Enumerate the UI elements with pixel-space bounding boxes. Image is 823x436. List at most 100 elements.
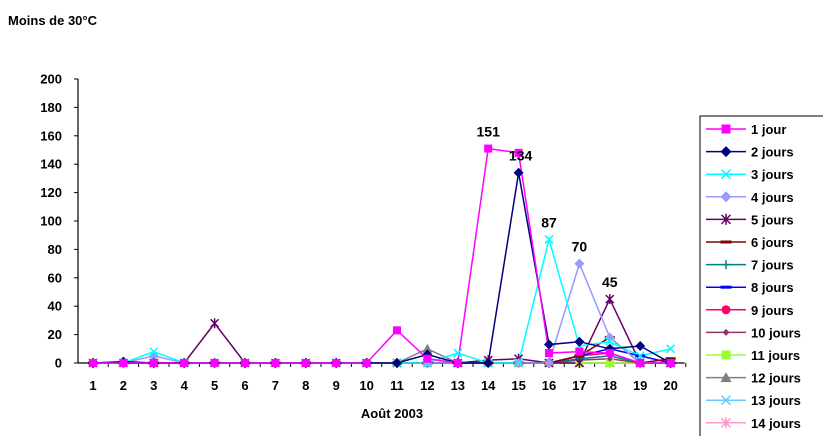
y-tick-label: 200 bbox=[40, 72, 62, 87]
y-tick-label: 40 bbox=[48, 299, 62, 314]
legend-entry: 4 jours bbox=[751, 190, 794, 205]
data-labels: 151 134 87 70 45 bbox=[477, 124, 618, 291]
x-tick-label: 12 bbox=[420, 378, 434, 393]
data-point bbox=[605, 337, 615, 347]
y-tick-label: 120 bbox=[40, 185, 62, 200]
legend-box bbox=[699, 115, 823, 436]
x-tick-label: 3 bbox=[150, 378, 157, 393]
legend-entry: 14 jours bbox=[751, 416, 801, 431]
legend-entry: 13 jours bbox=[751, 393, 801, 408]
y-tick-label: 140 bbox=[40, 157, 62, 172]
x-tick-label: 10 bbox=[359, 378, 373, 393]
data-point bbox=[605, 359, 614, 367]
x-tick-label: 20 bbox=[663, 378, 677, 393]
data-point bbox=[453, 359, 462, 367]
legend-swatch-marker bbox=[721, 350, 731, 360]
legend-entry: 9 jours bbox=[751, 303, 794, 318]
legend-entry: 8 jours bbox=[751, 280, 794, 295]
x-tick-label: 5 bbox=[211, 378, 218, 393]
data-point bbox=[574, 336, 585, 347]
series-line bbox=[93, 236, 671, 364]
legend-swatch-marker bbox=[721, 305, 731, 315]
x-tick-label: 9 bbox=[333, 378, 340, 393]
legend-swatch-marker bbox=[721, 124, 731, 134]
data-point bbox=[149, 347, 159, 357]
legend-swatch-marker bbox=[722, 328, 730, 336]
data-point bbox=[149, 359, 158, 367]
x-tick-label: 13 bbox=[451, 378, 465, 393]
x-tick-label: 17 bbox=[572, 378, 586, 393]
y-tick-label: 160 bbox=[40, 128, 62, 143]
legend-swatch-marker bbox=[720, 146, 732, 158]
x-tick-label: 18 bbox=[603, 378, 617, 393]
data-point bbox=[423, 354, 432, 363]
y-tick-label: 20 bbox=[48, 327, 62, 342]
data-point bbox=[422, 343, 433, 353]
data-point bbox=[574, 354, 585, 358]
x-tick-label: 15 bbox=[511, 378, 525, 393]
data-point bbox=[301, 359, 310, 367]
x-tick-label: 11 bbox=[390, 378, 404, 393]
data-point bbox=[666, 344, 676, 354]
series-line bbox=[93, 261, 671, 364]
data-label: 87 bbox=[541, 214, 557, 230]
data-point bbox=[484, 144, 493, 153]
series-line bbox=[93, 297, 671, 364]
legend-entry: 1 jour bbox=[751, 122, 786, 137]
x-tick-label: 19 bbox=[633, 378, 647, 393]
legend: 1 jour 2 jours 3 jours 4 jours 5 jours 6 jour… bbox=[699, 115, 823, 436]
y-tick-label: 100 bbox=[40, 214, 62, 229]
x-tick-label: 1 bbox=[89, 378, 96, 393]
legend-entry: 11 jours bbox=[751, 348, 800, 363]
data-point bbox=[575, 347, 584, 356]
y-tick-label: 60 bbox=[48, 270, 62, 285]
x-tick-label: 2 bbox=[120, 378, 127, 393]
data-label: 70 bbox=[572, 239, 588, 255]
series-line bbox=[93, 147, 671, 364]
series-line bbox=[92, 172, 671, 364]
data-point bbox=[513, 167, 524, 178]
data-point bbox=[605, 349, 614, 358]
data-point bbox=[574, 258, 585, 269]
legend-swatch-marker bbox=[720, 191, 732, 203]
legend-swatch-marker bbox=[720, 213, 732, 225]
chart-title: Moins de 30°C bbox=[8, 13, 97, 28]
series-markers bbox=[88, 144, 676, 368]
x-tick-label: 8 bbox=[302, 378, 309, 393]
y-tick-label: 180 bbox=[40, 100, 62, 115]
data-point bbox=[210, 318, 220, 329]
data-point bbox=[544, 358, 554, 368]
legend-swatch-marker bbox=[720, 240, 732, 244]
legend-swatch-marker bbox=[721, 260, 731, 270]
series-lines bbox=[92, 147, 671, 364]
data-point bbox=[453, 348, 463, 358]
data-point bbox=[180, 359, 189, 367]
data-point bbox=[635, 340, 646, 351]
data-point bbox=[392, 358, 402, 368]
legend-entry: 6 jours bbox=[751, 235, 794, 250]
data-point bbox=[362, 359, 371, 367]
data-point bbox=[393, 326, 401, 335]
data-point bbox=[514, 358, 524, 368]
legend-entry: 3 jours bbox=[751, 167, 794, 182]
legend-entry: 10 jours bbox=[751, 325, 801, 340]
data-point bbox=[545, 349, 553, 358]
data-point bbox=[574, 358, 584, 368]
data-point bbox=[241, 359, 249, 367]
data-point bbox=[544, 234, 554, 244]
data-point bbox=[332, 359, 341, 367]
data-label: 134 bbox=[509, 148, 533, 164]
x-tick-label: 4 bbox=[181, 378, 189, 393]
x-tick-label: 6 bbox=[241, 378, 248, 393]
legend-entry: 7 jours bbox=[751, 258, 794, 273]
x-tick-label: 16 bbox=[542, 378, 556, 393]
x-tick-label: 7 bbox=[272, 378, 279, 393]
y-tick-label: 80 bbox=[48, 242, 62, 257]
data-point bbox=[666, 359, 675, 367]
data-label: 45 bbox=[602, 274, 618, 290]
data-point bbox=[89, 359, 97, 367]
data-label: 151 bbox=[477, 124, 501, 140]
data-point bbox=[271, 359, 280, 367]
